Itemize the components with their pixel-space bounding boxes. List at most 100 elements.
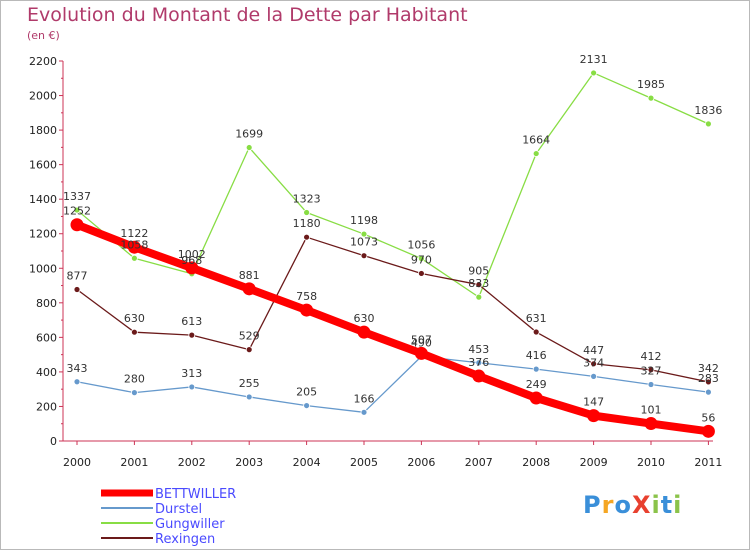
y-tick-label: 2000 (29, 90, 57, 103)
data-point (185, 261, 199, 275)
data-point (360, 408, 368, 416)
data-point (647, 381, 655, 388)
legend-label-bettwiller: BETTWILLER (155, 487, 236, 502)
data-point (705, 378, 712, 386)
data-label: 630 (354, 312, 375, 325)
series-line-durstel (76, 355, 710, 413)
x-tick-label: 2002 (178, 456, 206, 469)
data-label: 1337 (63, 190, 91, 203)
data-label: 283 (698, 372, 719, 385)
y-tick-label: 1600 (29, 159, 57, 172)
data-point (188, 331, 196, 339)
data-point (73, 286, 81, 293)
data-label: 970 (411, 253, 432, 266)
data-point (130, 254, 138, 262)
data-point (590, 69, 597, 77)
data-point (303, 233, 311, 241)
data-point (300, 303, 314, 317)
data-point (130, 328, 138, 336)
x-tick-label: 2010 (637, 456, 665, 469)
data-label: 453 (468, 343, 489, 356)
logo-letter: o (614, 491, 632, 519)
data-point (357, 325, 371, 339)
logo-letter: i (673, 491, 683, 519)
y-tick-label: 200 (36, 400, 57, 413)
chart-title: Evolution du Montant de la Dette par Hab… (27, 4, 468, 26)
data-label: 374 (583, 356, 604, 369)
legend-label-gungwiller: Gungwiller (155, 517, 225, 532)
series-line-gungwiller (76, 72, 710, 298)
data-label: 1252 (63, 205, 91, 218)
data-point (590, 372, 597, 380)
data-point (475, 359, 483, 367)
data-label: 1198 (350, 214, 378, 227)
logo-letter: X (631, 491, 652, 519)
data-label: 968 (181, 254, 202, 267)
data-label: 833 (468, 277, 489, 290)
data-point (414, 346, 428, 360)
data-label: 327 (641, 365, 662, 378)
x-tick-label: 2006 (407, 456, 435, 469)
x-tick-label: 2009 (580, 456, 608, 469)
y-tick-label: 1000 (29, 262, 57, 275)
x-tick-label: 2001 (120, 456, 148, 469)
y-tick-label: 1800 (29, 124, 57, 137)
data-label: 1073 (350, 236, 378, 249)
data-point (532, 150, 540, 157)
data-point (245, 346, 253, 354)
x-tick-label: 2005 (350, 456, 378, 469)
data-label: 1836 (694, 104, 722, 117)
data-point (303, 402, 311, 409)
data-point (127, 240, 141, 254)
data-label: 166 (354, 392, 375, 405)
data-point (303, 209, 311, 216)
data-label: 758 (296, 290, 317, 303)
y-tick-label: 400 (36, 366, 57, 379)
data-point (73, 206, 81, 214)
data-label: 1985 (637, 78, 665, 91)
data-point (701, 424, 715, 438)
x-tick-label: 2004 (293, 456, 321, 469)
data-label: 56 (701, 411, 715, 424)
data-label: 1122 (120, 227, 148, 240)
data-label: 376 (468, 356, 489, 369)
data-point (587, 409, 601, 423)
data-label: 416 (526, 349, 547, 362)
legend-label-rexingen: Rexingen (155, 532, 215, 547)
data-label: 507 (411, 333, 432, 346)
data-point (475, 281, 483, 289)
data-label: 313 (181, 367, 202, 380)
data-label: 613 (181, 315, 202, 328)
data-point (242, 282, 256, 296)
data-label: 630 (124, 312, 145, 325)
x-tick-label: 2000 (63, 456, 91, 469)
data-point (532, 328, 540, 336)
data-label: 147 (583, 396, 604, 409)
data-point (529, 391, 543, 405)
data-point (705, 388, 712, 396)
data-label: 881 (239, 269, 260, 282)
x-tick-label: 2007 (465, 456, 493, 469)
data-point (590, 360, 597, 368)
data-point (644, 417, 658, 431)
data-label: 1323 (293, 192, 321, 205)
plot-area (63, 61, 713, 441)
data-point (245, 144, 253, 151)
data-label: 249 (526, 378, 547, 391)
data-label: 1699 (235, 128, 263, 141)
data-label: 905 (468, 265, 489, 278)
data-label: 1002 (178, 248, 206, 261)
data-point (360, 230, 368, 238)
y-tick-label: 800 (36, 297, 57, 310)
x-tick-label: 2008 (522, 456, 550, 469)
data-point (360, 252, 368, 260)
legend-label-durstel: Durstel (155, 502, 202, 517)
data-point (245, 393, 253, 401)
y-tick-label: 600 (36, 331, 57, 344)
logo-letter: i (651, 491, 661, 519)
data-point (70, 218, 84, 232)
data-label: 447 (583, 344, 604, 357)
data-label: 205 (296, 386, 317, 399)
logo-letter: r (601, 491, 615, 519)
